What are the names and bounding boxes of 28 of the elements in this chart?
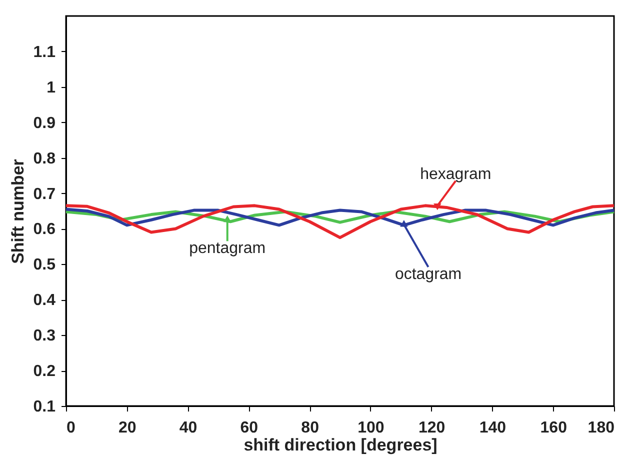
y-axis-title: Shift number — [8, 158, 28, 264]
annotation: octagram — [394, 266, 462, 284]
x-tick-label: 20 — [118, 420, 136, 436]
line-series — [64, 208, 616, 227]
x-tick-label: 80 — [301, 420, 320, 436]
y-tick-label: 0.7 — [33, 186, 56, 203]
x-tick-label: 40 — [179, 420, 198, 436]
y-tick-label: 0.3 — [33, 328, 56, 345]
y-tick-label: 0.4 — [33, 292, 56, 310]
x-tick-label: 120 — [418, 420, 446, 436]
y-tick-label: 0.9 — [33, 114, 56, 132]
x-tick-label: 60 — [240, 420, 258, 436]
y-tick-label: 0.1 — [33, 398, 56, 416]
y-tick-label: 1.1 — [33, 44, 56, 61]
y-tick-label: 0.5 — [33, 256, 56, 274]
y-tick-label: 0.8 — [33, 150, 56, 168]
x-tick-label: 180 — [588, 420, 615, 436]
line-series — [64, 204, 616, 240]
x-tick-label: 140 — [479, 420, 506, 436]
x-tick-label: 0 — [66, 420, 76, 436]
x-axis-title: shift direction [degrees] — [244, 436, 438, 454]
annotation: pentagram — [189, 240, 266, 258]
y-tick-label: 0.2 — [33, 363, 56, 380]
annotation: hexagram — [420, 166, 492, 183]
y-tick-label: 1 — [46, 79, 56, 96]
x-tick-label: 160 — [540, 420, 568, 436]
y-tick-label: 0.6 — [33, 221, 56, 238]
x-tick-label: 100 — [358, 420, 384, 436]
